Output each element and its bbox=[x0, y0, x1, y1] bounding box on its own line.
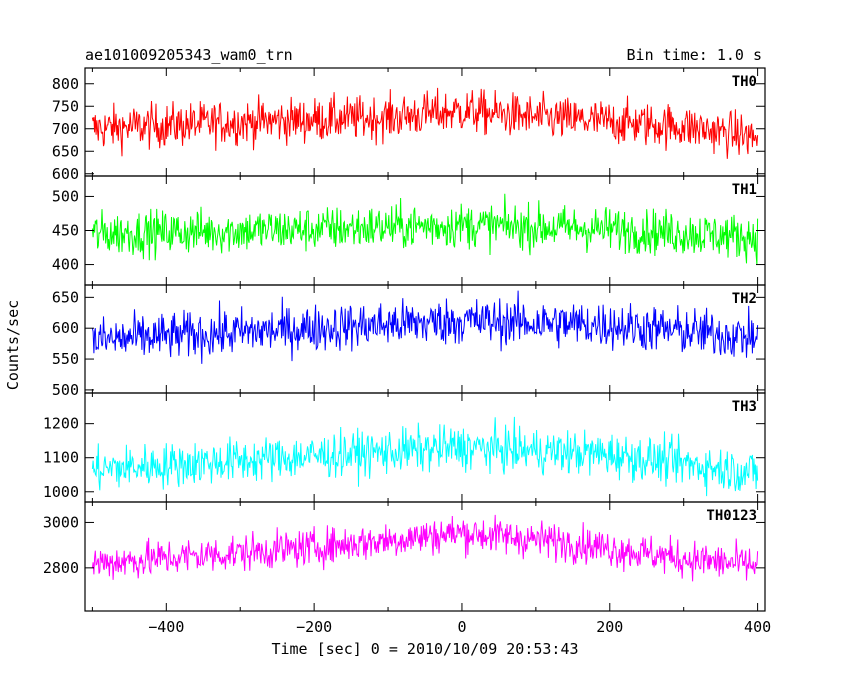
panel-label-th2: TH2 bbox=[732, 291, 757, 307]
series-th0 bbox=[91, 87, 759, 159]
panel-label-th0123: TH0123 bbox=[706, 508, 757, 524]
y-tick-label: 600 bbox=[52, 319, 79, 337]
y-tick-label: 3000 bbox=[43, 513, 79, 531]
panel-label-th0: TH0 bbox=[732, 74, 757, 90]
y-tick-label: 600 bbox=[52, 165, 79, 183]
panel-frame bbox=[84, 501, 766, 612]
y-tick-label: 400 bbox=[52, 256, 79, 274]
y-tick-label: 650 bbox=[52, 288, 79, 306]
panel-th0123: 2800 3000 TH0123 bbox=[43, 501, 766, 612]
panel-th2: 500 550 600 650 TH2 bbox=[52, 284, 766, 399]
y-tick-label: 1100 bbox=[43, 449, 79, 467]
x-tick-labels: −400 −200 0 200 400 bbox=[148, 618, 771, 636]
x-axis-title: Time [sec] 0 = 2010/10/09 20:53:43 bbox=[271, 640, 578, 658]
y-tick-label: 1000 bbox=[43, 483, 79, 501]
y-tick-label: 550 bbox=[52, 350, 79, 368]
panel-th0: 600 650 700 750 800 TH0 bbox=[52, 67, 766, 183]
header-bin-time: Bin time: 1.0 s bbox=[627, 46, 762, 64]
series-th3 bbox=[91, 416, 759, 497]
header-left-title: ae101009205343_wam0_trn bbox=[85, 46, 293, 64]
y-tick-label: 700 bbox=[52, 120, 79, 138]
series-th0123 bbox=[91, 514, 759, 582]
series-th1 bbox=[91, 193, 759, 265]
y-tick-label: 800 bbox=[52, 75, 79, 93]
y-tick-label: 650 bbox=[52, 142, 79, 160]
panel-th1: 400 450 500 TH1 bbox=[52, 175, 766, 286]
y-tick-label: 500 bbox=[52, 187, 79, 205]
x-tick-label: 400 bbox=[744, 618, 771, 636]
panel-th3: 1000 1100 1200 TH3 bbox=[43, 392, 766, 503]
y-tick-label: 500 bbox=[52, 381, 79, 399]
x-tick-label: 0 bbox=[457, 618, 466, 636]
panel-frame bbox=[84, 284, 766, 394]
y-tick-label: 1200 bbox=[43, 415, 79, 433]
panel-label-th3: TH3 bbox=[732, 399, 757, 415]
y-tick-label: 750 bbox=[52, 97, 79, 115]
x-tick-label: −400 bbox=[148, 618, 184, 636]
y-tick-label: 450 bbox=[52, 222, 79, 240]
y-tick-label: 2800 bbox=[43, 559, 79, 577]
x-tick-label: 200 bbox=[596, 618, 623, 636]
x-tick-label: −200 bbox=[296, 618, 332, 636]
y-axis-title: Counts/sec bbox=[4, 300, 22, 390]
series-th2 bbox=[91, 290, 759, 364]
panel-label-th1: TH1 bbox=[732, 182, 757, 198]
